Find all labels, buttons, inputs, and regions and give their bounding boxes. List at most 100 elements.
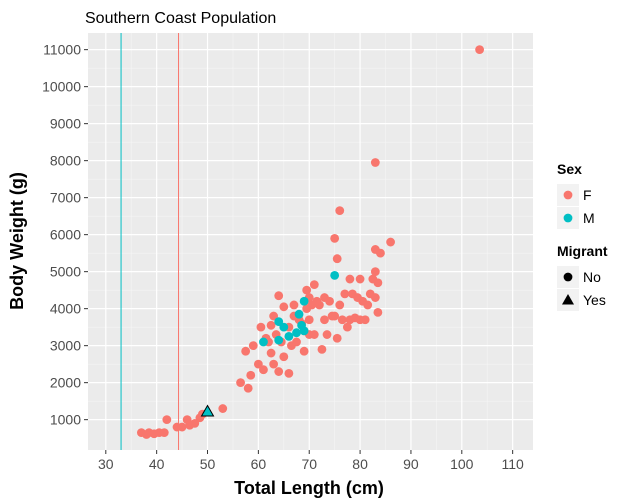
- data-point-F: [335, 300, 345, 310]
- data-point-F: [373, 307, 383, 317]
- data-point-F: [269, 359, 279, 369]
- x-axis-ticks: 30 40 50 60 70 80 90 100 110: [98, 450, 524, 472]
- y-tick-label: 11000: [43, 42, 81, 58]
- y-tick-label: 5000: [50, 264, 81, 280]
- data-point-F: [292, 337, 301, 347]
- data-point-F: [243, 383, 253, 393]
- y-tick-label: 8000: [50, 153, 81, 169]
- data-point-F: [269, 311, 279, 321]
- legend-circle-icon: [563, 272, 573, 282]
- data-point-F: [190, 418, 200, 428]
- data-point-M: [299, 296, 309, 306]
- x-axis-label: Total Length (cm): [234, 478, 384, 498]
- data-points: [137, 45, 484, 439]
- data-point-F: [241, 346, 251, 356]
- data-point-F: [342, 322, 352, 332]
- data-point-F: [335, 206, 345, 216]
- data-point-F: [475, 45, 484, 55]
- legend-title-migrant: Migrant: [557, 243, 608, 259]
- y-tick-label: 9000: [50, 116, 81, 132]
- x-tick-label: 60: [251, 456, 267, 472]
- data-point-F: [370, 293, 380, 302]
- data-point-F: [177, 422, 187, 432]
- legend-circle-icon: [563, 190, 573, 200]
- data-point-F: [363, 300, 373, 310]
- data-point-F: [248, 341, 258, 351]
- data-point-F: [309, 330, 319, 339]
- legend-label: M: [583, 210, 595, 226]
- data-point-F: [345, 274, 355, 284]
- y-axis-ticks: 1000 2000 3000 4000 5000 6000 7000 8000 9000 1000…: [42, 42, 88, 428]
- legend-label: No: [583, 269, 601, 285]
- x-tick-label: 70: [301, 456, 317, 472]
- y-tick-label: 3000: [50, 338, 81, 354]
- data-point-F: [355, 274, 365, 284]
- x-tick-label: 40: [149, 456, 165, 472]
- data-point-F: [159, 428, 169, 438]
- data-point-F: [299, 346, 309, 356]
- data-point-F: [320, 315, 329, 325]
- data-point-M: [259, 337, 268, 347]
- data-point-M: [284, 332, 294, 341]
- x-tick-label: 80: [352, 456, 368, 472]
- data-point-F: [253, 359, 263, 369]
- data-point-F: [289, 300, 299, 310]
- data-point-M: [299, 326, 309, 336]
- data-point-F: [315, 300, 324, 310]
- plot-panel: [88, 33, 533, 450]
- data-point-F: [218, 404, 228, 413]
- data-point-F: [274, 291, 284, 301]
- x-tick-label: 50: [200, 456, 216, 472]
- y-tick-label: 1000: [50, 412, 81, 428]
- data-point-F: [332, 254, 342, 264]
- data-point-M: [279, 322, 289, 332]
- reference-lines: [120, 33, 180, 450]
- data-point-F: [266, 348, 276, 358]
- data-point-F: [284, 369, 294, 378]
- data-point-F: [266, 320, 276, 330]
- legend-label: F: [583, 187, 592, 203]
- data-point-F: [330, 311, 340, 321]
- data-point-F: [274, 367, 284, 376]
- y-tick-label: 10000: [42, 79, 81, 95]
- data-point-F: [370, 267, 380, 277]
- legend-triangle-icon: [562, 294, 574, 305]
- data-point-F: [162, 415, 172, 425]
- data-point-F: [246, 370, 256, 380]
- x-tick-label: 110: [501, 456, 524, 472]
- y-tick-label: 4000: [50, 301, 81, 317]
- chart-title: Southern Coast Population: [85, 10, 276, 27]
- data-point-F: [317, 344, 327, 354]
- data-point-F: [259, 365, 268, 375]
- data-point-F: [279, 302, 289, 312]
- data-point-F: [373, 278, 383, 288]
- data-point-F: [279, 352, 289, 362]
- x-tick-label: 100: [450, 456, 474, 472]
- data-point-M: [274, 335, 284, 345]
- data-point-F: [332, 333, 342, 343]
- data-point-F: [340, 289, 350, 299]
- data-point-F: [302, 285, 312, 295]
- x-tick-label: 30: [98, 456, 114, 472]
- data-point-F: [376, 248, 385, 258]
- data-point-F: [322, 330, 332, 339]
- data-point-M: [292, 328, 301, 338]
- legend-title-sex: Sex: [557, 161, 582, 177]
- data-point-F: [330, 233, 340, 243]
- data-point-F: [236, 378, 245, 388]
- data-point-F: [304, 315, 314, 325]
- panel-background: [88, 33, 533, 450]
- x-tick-label: 90: [403, 456, 419, 472]
- y-tick-label: 6000: [50, 227, 81, 243]
- data-point-F: [325, 296, 334, 306]
- data-point-F: [370, 158, 380, 167]
- y-tick-label: 2000: [50, 375, 81, 391]
- migrant-point: [200, 404, 215, 417]
- y-axis-label: Body Weight (g): [7, 172, 27, 310]
- data-point-F: [337, 315, 347, 325]
- data-point-F: [309, 280, 319, 290]
- data-point-M: [274, 317, 284, 327]
- legend-label: Yes: [583, 292, 606, 308]
